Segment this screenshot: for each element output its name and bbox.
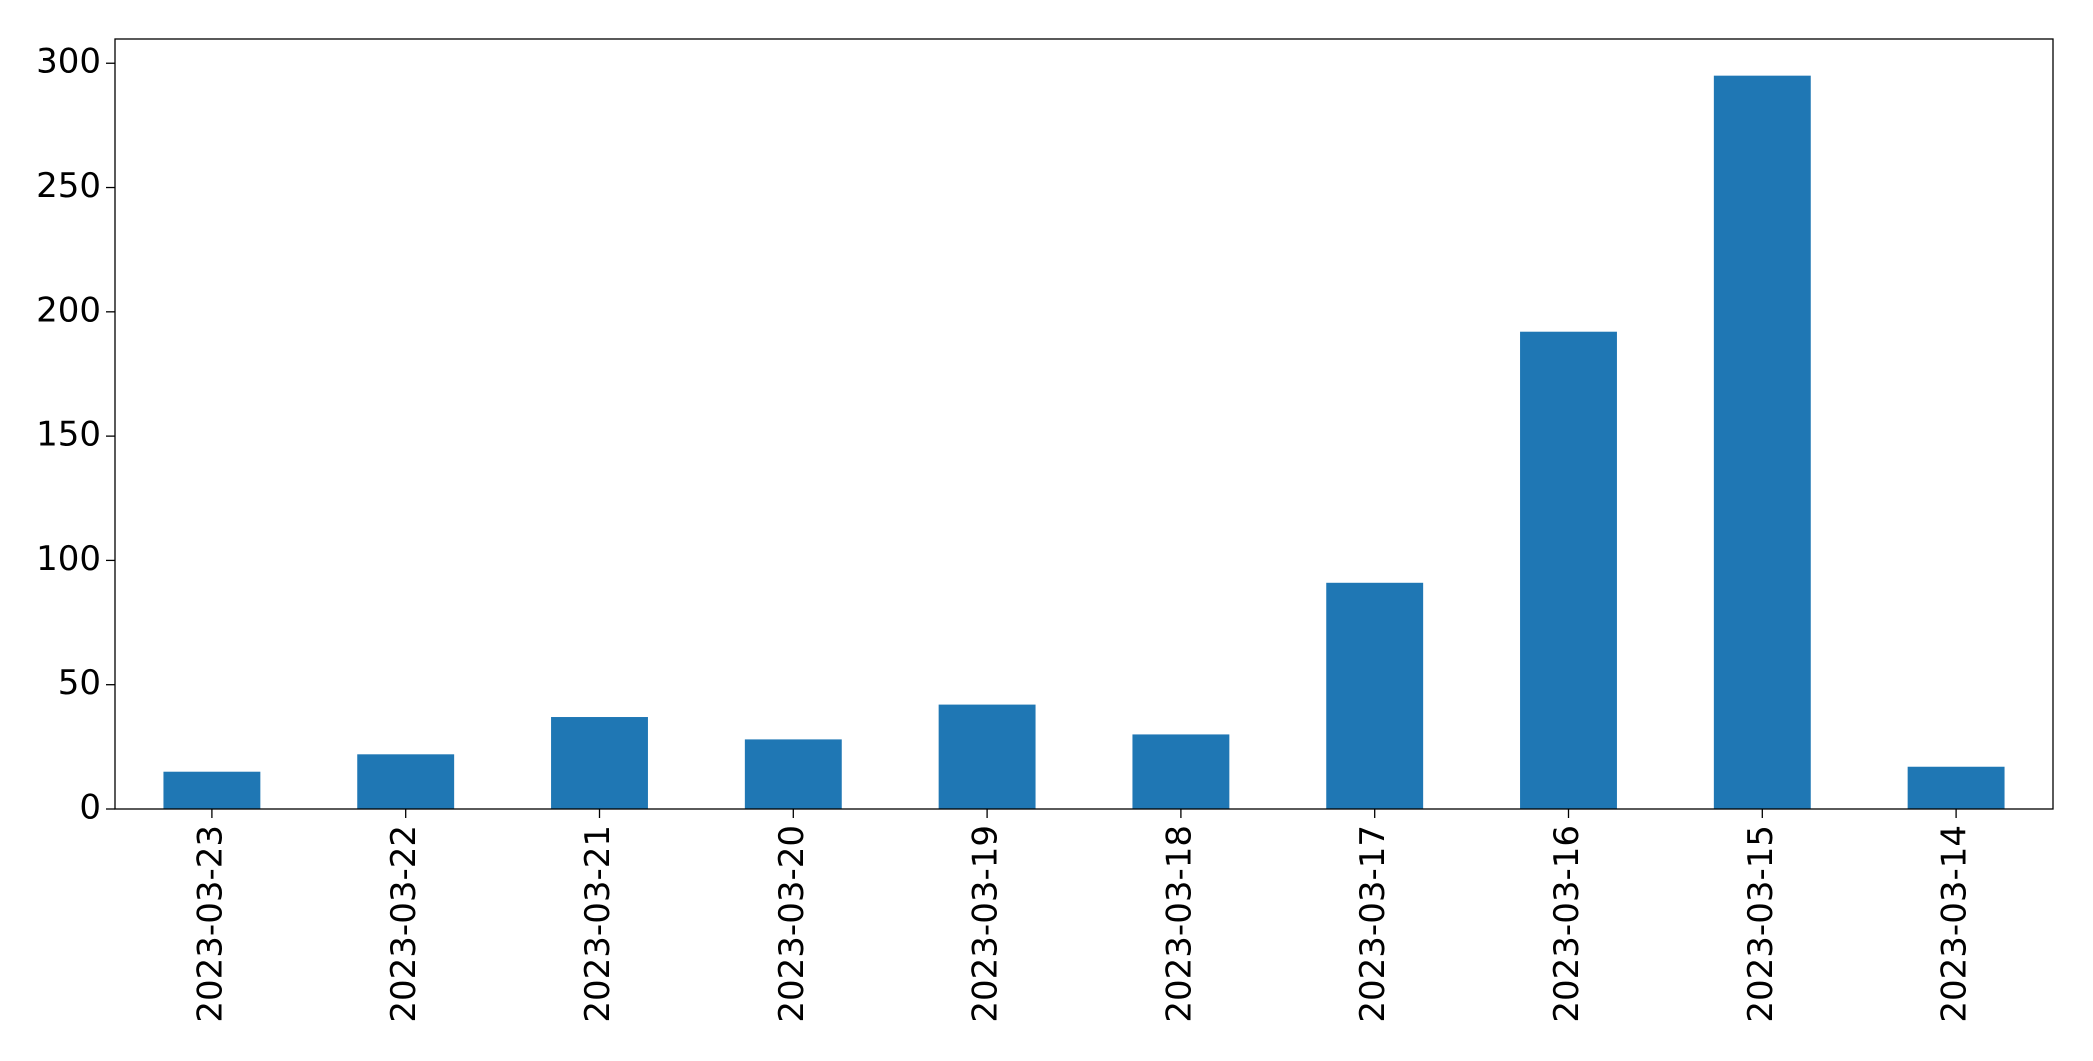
bar [1326, 582, 1424, 809]
bar [1907, 766, 2005, 809]
bar [1713, 75, 1811, 809]
y-tick-label: 250 [36, 166, 101, 206]
x-tick-label: 2023-03-22 [384, 825, 424, 1023]
bar [744, 739, 842, 809]
y-tick-label: 50 [58, 663, 101, 703]
x-tick-label: 2023-03-21 [578, 825, 618, 1023]
y-tick-label: 0 [79, 788, 101, 828]
x-tick-label: 2023-03-20 [772, 825, 812, 1023]
bar [357, 754, 455, 809]
x-tick-label: 2023-03-23 [190, 825, 230, 1023]
x-tick-label: 2023-03-14 [1935, 825, 1975, 1023]
y-tick-label: 100 [36, 539, 101, 579]
bar [1132, 734, 1230, 809]
x-tick-label: 2023-03-17 [1353, 825, 1393, 1023]
y-tick-label: 200 [36, 290, 101, 330]
x-tick-label: 2023-03-15 [1741, 825, 1781, 1023]
x-tick-label: 2023-03-19 [966, 825, 1006, 1023]
bar [1520, 331, 1617, 809]
y-tick-label: 150 [36, 415, 101, 455]
plot-frame [114, 38, 2054, 810]
bar [163, 771, 261, 809]
y-tick-label: 300 [36, 42, 101, 82]
bar [938, 704, 1036, 809]
bar [551, 717, 648, 809]
x-tick-label: 2023-03-18 [1159, 825, 1199, 1023]
x-tick-label: 2023-03-16 [1547, 825, 1587, 1023]
